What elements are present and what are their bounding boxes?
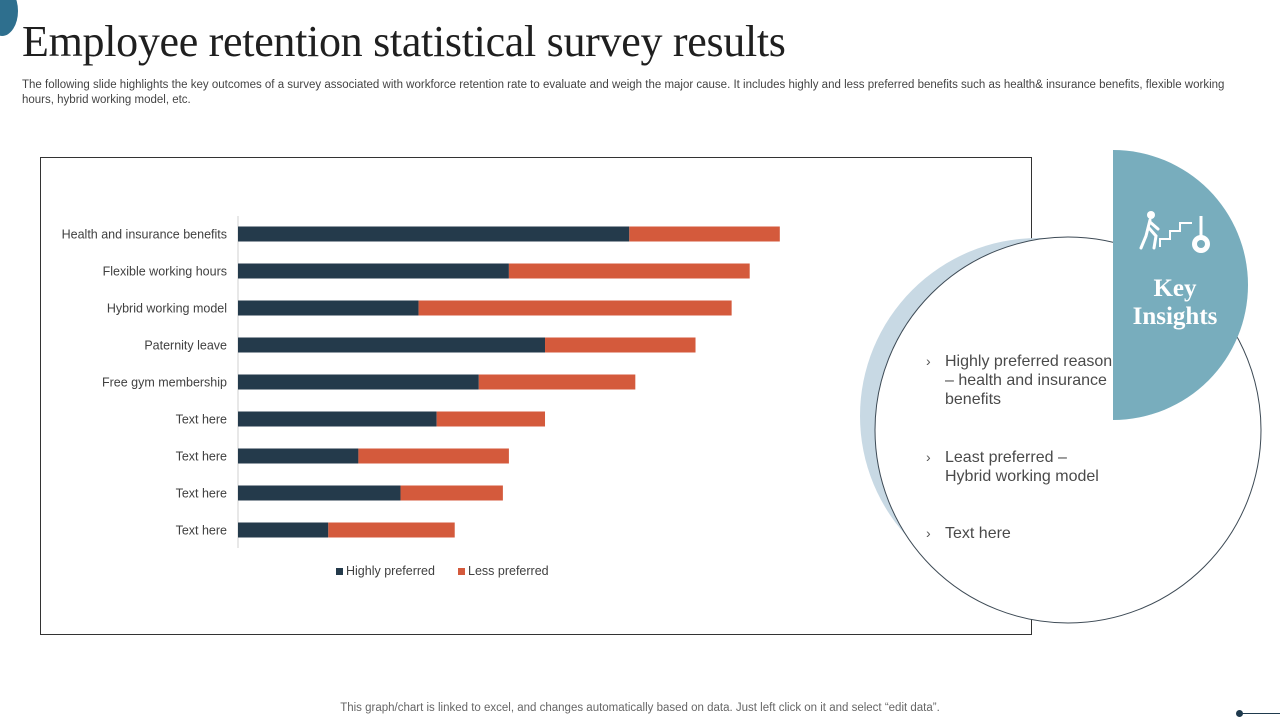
- category-label: Hybrid working model: [107, 302, 227, 316]
- chevron-right-icon: ›: [926, 449, 931, 465]
- category-label: Flexible working hours: [103, 265, 227, 279]
- bar-less-preferred: [328, 522, 455, 538]
- bar-less-preferred: [358, 448, 509, 464]
- insight-item: › Highly preferred reason – health and i…: [926, 353, 1113, 408]
- bar-highly-preferred: [238, 411, 437, 427]
- chart-container[interactable]: Health and insurance benefits Flexible wo…: [40, 157, 1032, 635]
- bar-less-preferred: [418, 300, 732, 316]
- bar-less-preferred: [400, 485, 503, 501]
- category-label: Paternity leave: [144, 339, 227, 353]
- bar-less-preferred: [545, 337, 696, 353]
- key-insights-half-circle: [1113, 150, 1248, 420]
- category-label: Health and insurance benefits: [62, 228, 227, 242]
- insight-item: › Text here: [926, 525, 1011, 542]
- bar-chart: Health and insurance benefits Flexible wo…: [62, 216, 780, 578]
- bar-highly-preferred: [238, 226, 630, 242]
- category-label: Text here: [176, 524, 227, 538]
- legend-swatch: [336, 568, 343, 575]
- legend-swatch: [458, 568, 465, 575]
- category-label: Text here: [176, 487, 227, 501]
- legend-label: Less preferred: [468, 564, 549, 578]
- bar-highly-preferred: [238, 337, 546, 353]
- corner-accent-dot: [0, 0, 18, 36]
- bar-less-preferred: [629, 226, 780, 242]
- bar-highly-preferred: [238, 485, 401, 501]
- bar-highly-preferred: [238, 448, 359, 464]
- footer-dot: [1236, 710, 1243, 717]
- bar-less-preferred: [508, 263, 750, 279]
- stairs-goal-icon: [1139, 211, 1210, 253]
- category-label: Text here: [176, 413, 227, 427]
- category-label: Free gym membership: [102, 376, 227, 390]
- bar-highly-preferred: [238, 522, 329, 538]
- key-insights-heading: Key Insights: [1132, 275, 1218, 330]
- insight-item: › Least preferred – Hybrid working model: [926, 449, 1099, 485]
- footer-note: This graph/chart is linked to excel, and…: [340, 702, 940, 714]
- bar-highly-preferred: [238, 300, 419, 316]
- footer-line: [1240, 713, 1280, 714]
- page-title: Employee retention statistical survey re…: [22, 17, 786, 66]
- bar-highly-preferred: [238, 263, 509, 279]
- category-label: Text here: [176, 450, 227, 464]
- chevron-right-icon: ›: [926, 525, 931, 541]
- bar-less-preferred: [478, 374, 636, 390]
- chevron-right-icon: ›: [926, 353, 931, 369]
- bar-highly-preferred: [238, 374, 479, 390]
- legend-label: Highly preferred: [346, 564, 435, 578]
- bar-less-preferred: [436, 411, 546, 427]
- page-subtitle: The following slide highlights the key o…: [22, 79, 1225, 106]
